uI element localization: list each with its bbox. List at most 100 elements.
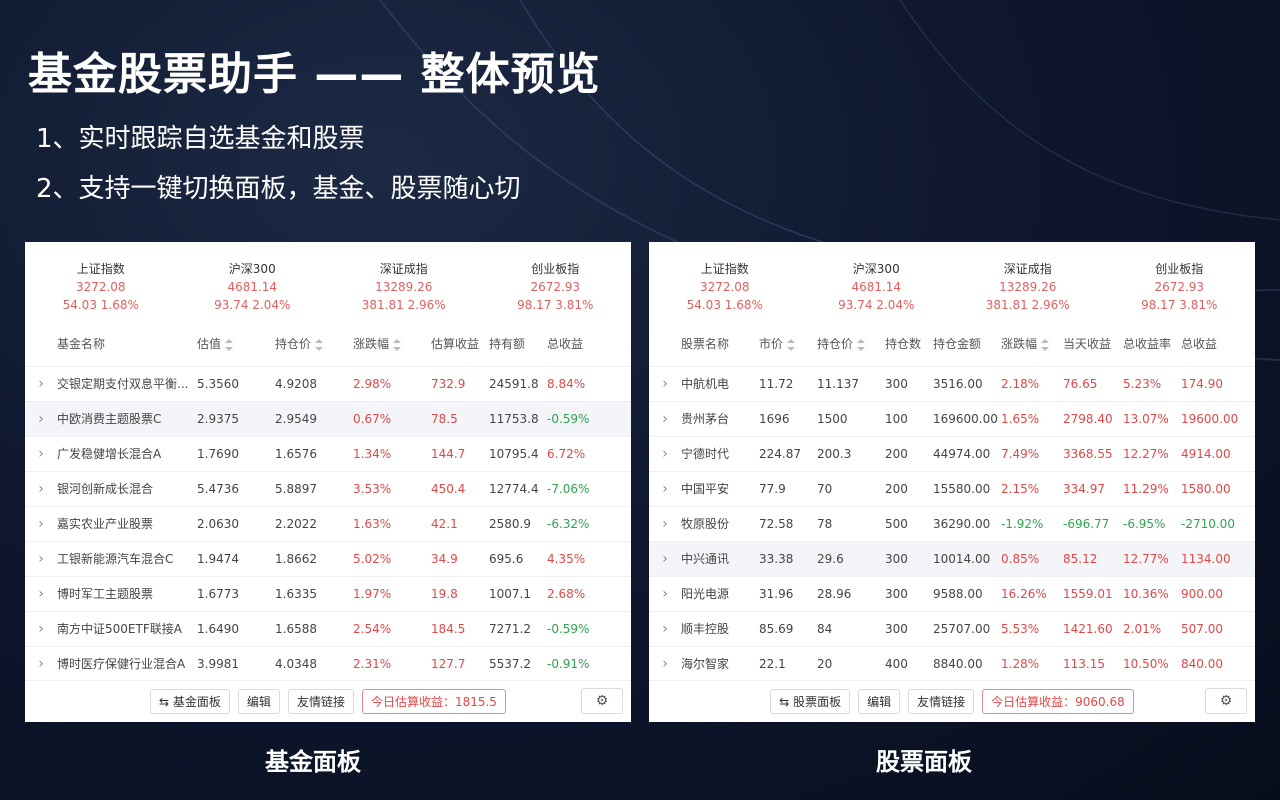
header-total: 总收益 <box>547 337 584 352</box>
table-row[interactable]: › 中国平安 77.9 70 200 15580.00 2.15% 334.97 11.29% 1… <box>649 471 1255 506</box>
expand-chevron-icon[interactable]: › <box>662 410 668 427</box>
sort-icon[interactable] <box>857 338 866 351</box>
sort-icon[interactable] <box>1041 338 1050 351</box>
table-cell: 4914.00 <box>1181 446 1231 461</box>
table-cell: 1007.1 <box>489 586 531 601</box>
index-name: 沪深300 <box>852 262 900 276</box>
table-cell: 450.4 <box>431 481 466 496</box>
table-cell: 7.49% <box>1001 446 1040 461</box>
table-cell: 13.07% <box>1123 411 1169 426</box>
expand-chevron-icon[interactable]: › <box>38 375 44 392</box>
expand-chevron-icon[interactable]: › <box>38 620 44 637</box>
sort-icon[interactable] <box>393 338 402 351</box>
index-name: 深证成指 <box>379 262 428 276</box>
table-cell: 1134.00 <box>1181 551 1231 566</box>
sort-icon[interactable] <box>787 338 796 351</box>
expand-chevron-icon[interactable]: › <box>662 480 668 497</box>
header-label: 持仓价 <box>817 337 854 352</box>
table-row[interactable]: › 工银新能源汽车混合C 1.9474 1.8662 5.02% 34.9 695.6 4.3… <box>25 541 631 576</box>
expand-chevron-icon[interactable]: › <box>662 375 668 392</box>
expand-chevron-icon[interactable]: › <box>38 655 44 672</box>
links-button[interactable]: 友情链接 <box>287 689 354 714</box>
header-total-rate: 总收益率 <box>1123 337 1172 352</box>
expand-chevron-icon[interactable]: › <box>38 445 44 462</box>
table-cell: 2.54% <box>353 621 392 636</box>
table-row[interactable]: › 南方中证500ETF联接A 1.6490 1.6588 2.54% 184.5 7271… <box>25 611 631 646</box>
table-cell: 500 <box>885 516 908 531</box>
table-cell: 1.6576 <box>275 446 317 461</box>
table-row[interactable]: › 广发稳健增长混合A 1.7690 1.6576 1.34% 144.7 10795.4 6… <box>25 436 631 471</box>
table-cell: 3516.00 <box>933 376 983 391</box>
expand-chevron-icon[interactable]: › <box>662 655 668 672</box>
table-cell: 中国平安 <box>681 482 730 496</box>
expand-chevron-icon[interactable]: › <box>662 445 668 462</box>
table-cell: 8.84% <box>547 376 586 391</box>
table-cell: 牧原股份 <box>681 517 730 531</box>
sort-icon[interactable] <box>315 338 324 351</box>
expand-chevron-icon[interactable]: › <box>38 515 44 532</box>
expand-chevron-icon[interactable]: › <box>38 410 44 427</box>
table-cell: 78.5 <box>431 411 458 426</box>
switch-panel-button[interactable]: ⇆ 股票面板 <box>770 689 851 714</box>
expand-chevron-icon[interactable]: › <box>38 480 44 497</box>
table-cell: 1.97% <box>353 586 392 601</box>
header-label: 涨跌幅 <box>353 337 390 352</box>
table-cell: 19.8 <box>431 586 458 601</box>
expand-chevron-icon[interactable]: › <box>662 515 668 532</box>
earnings-badge: 今日估算收益：9060.68 <box>982 689 1134 714</box>
table-row[interactable]: › 阳光电源 31.96 28.96 300 9588.00 16.26% 1559.01 10… <box>649 576 1255 611</box>
table-cell: 1580.00 <box>1181 481 1231 496</box>
switch-panel-button[interactable]: ⇆ 基金面板 <box>150 689 230 714</box>
table-row[interactable]: › 交银定期支付双息平衡... 5.3560 4.9208 2.98% 732.9 2459… <box>25 366 631 401</box>
table-row[interactable]: › 宁德时代 224.87 200.3 200 44974.00 7.49% 3368.55 1… <box>649 436 1255 471</box>
header-day-earn: 当天收益 <box>1063 337 1112 352</box>
expand-chevron-icon[interactable]: › <box>662 585 668 602</box>
table-cell: 200 <box>885 481 908 496</box>
table-cell: -0.59% <box>547 411 590 426</box>
table-row[interactable]: › 博时医疗保健行业混合A 3.9981 4.0348 2.31% 127.7 5537.2… <box>25 646 631 681</box>
table-row[interactable]: › 牧原股份 72.58 78 500 36290.00 -1.92% -696.77 -6.9… <box>649 506 1255 541</box>
table-cell: 22.1 <box>759 656 786 671</box>
table-cell: 1559.01 <box>1063 586 1113 601</box>
header-cost[interactable]: 持仓价 <box>275 322 353 366</box>
stock-footer: ⇆ 股票面板 编辑 友情链接 今日估算收益：9060.68 <box>649 680 1255 722</box>
header-cost[interactable]: 持仓价 <box>817 322 885 366</box>
table-row[interactable]: › 贵州茅台 1696 1500 100 169600.00 1.65% 2798.40 13.… <box>649 401 1255 436</box>
index-value: 13289.26 <box>375 280 433 294</box>
gear-icon[interactable]: ⚙ <box>1205 688 1247 714</box>
table-row[interactable]: › 银河创新成长混合 5.4736 5.8897 3.53% 450.4 12774.4 -7… <box>25 471 631 506</box>
edit-button[interactable]: 编辑 <box>858 689 901 714</box>
header-change[interactable]: 涨跌幅 <box>1001 322 1063 366</box>
header-qty: 持仓数 <box>885 337 922 352</box>
links-button[interactable]: 友情链接 <box>908 689 975 714</box>
table-row[interactable]: › 中兴通讯 33.38 29.6 300 10014.00 0.85% 85.12 12.77… <box>649 541 1255 576</box>
header-change[interactable]: 涨跌幅 <box>353 322 431 366</box>
header-estimate[interactable]: 估值 <box>197 322 275 366</box>
table-cell: 70 <box>817 481 833 496</box>
sort-icon[interactable] <box>225 338 234 351</box>
table-row[interactable]: › 博时军工主题股票 1.6773 1.6335 1.97% 19.8 1007.1 2.68… <box>25 576 631 611</box>
gear-icon[interactable]: ⚙ <box>581 688 623 714</box>
table-row[interactable]: › 顺丰控股 85.69 84 300 25707.00 5.53% 1421.60 2.01%… <box>649 611 1255 646</box>
table-cell: 25707.00 <box>933 621 991 636</box>
expand-chevron-icon[interactable]: › <box>38 585 44 602</box>
expand-chevron-icon[interactable]: › <box>662 620 668 637</box>
expand-chevron-icon[interactable]: › <box>38 550 44 567</box>
fund-footer: ⇆ 基金面板 编辑 友情链接 今日估算收益：1815.5 <box>25 680 631 722</box>
table-row[interactable]: › 海尔智家 22.1 20 400 8840.00 1.28% 113.15 10.50% 84… <box>649 646 1255 681</box>
table-row[interactable]: › 中欧消费主题股票C 2.9375 2.9549 0.67% 78.5 11753.8 -0… <box>25 401 631 436</box>
table-row[interactable]: › 嘉实农业产业股票 2.0630 2.2022 1.63% 42.1 2580.9 -6.3… <box>25 506 631 541</box>
table-cell: 100 <box>885 411 908 426</box>
header-price[interactable]: 市价 <box>759 322 817 366</box>
edit-button[interactable]: 编辑 <box>237 689 280 714</box>
expand-chevron-icon[interactable]: › <box>662 550 668 567</box>
table-cell: 5.3560 <box>197 376 239 391</box>
table-cell: 中欧消费主题股票C <box>57 412 162 426</box>
table-row[interactable]: › 中航机电 11.72 11.137 300 3516.00 2.18% 76.65 5.23… <box>649 366 1255 401</box>
table-cell: 200 <box>885 446 908 461</box>
table-cell: 11753.8 <box>489 411 539 426</box>
table-cell: -696.77 <box>1063 516 1110 531</box>
stock-table-header: 股票名称 市价 持仓价 持仓数 持仓金额 涨跌幅 当天收益 总收益率 总收益 <box>649 322 1255 366</box>
index-name: 上证指数 <box>700 262 749 276</box>
table-cell: 19600.00 <box>1181 411 1239 426</box>
